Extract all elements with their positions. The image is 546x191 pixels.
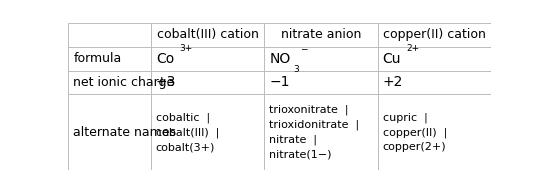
Text: +2: +2: [383, 75, 403, 89]
Text: −: −: [300, 44, 307, 53]
Text: −1: −1: [269, 75, 290, 89]
Text: cobalt(III) cation: cobalt(III) cation: [157, 28, 258, 41]
Text: 3: 3: [293, 65, 299, 74]
Text: cupric  |
copper(II)  |
copper(2+): cupric | copper(II) | copper(2+): [383, 112, 447, 152]
Text: alternate names: alternate names: [73, 126, 176, 139]
Text: 3+: 3+: [179, 44, 192, 53]
Text: nitrate anion: nitrate anion: [281, 28, 361, 41]
Text: Cu: Cu: [383, 52, 401, 66]
Text: cobaltic  |
cobalt(III)  |
cobalt(3+): cobaltic | cobalt(III) | cobalt(3+): [156, 112, 219, 152]
Text: formula: formula: [73, 52, 122, 65]
Text: 2+: 2+: [406, 44, 419, 53]
Text: trioxonitrate  |
trioxidonitrate  |
nitrate  |
nitrate(1−): trioxonitrate | trioxidonitrate | nitrat…: [269, 105, 359, 159]
Text: NO: NO: [269, 52, 290, 66]
Text: net ionic charge: net ionic charge: [73, 76, 175, 89]
Text: Co: Co: [156, 52, 174, 66]
Text: +3: +3: [156, 75, 176, 89]
Text: copper(II) cation: copper(II) cation: [383, 28, 486, 41]
